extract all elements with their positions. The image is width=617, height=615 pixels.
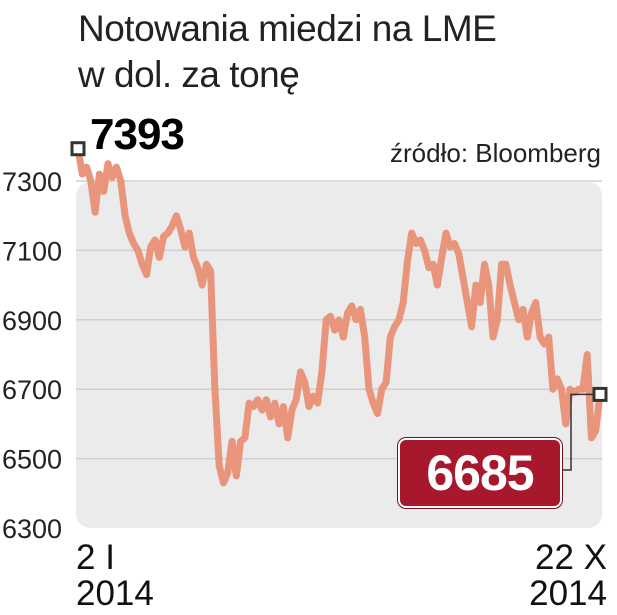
x-start-label-line-2: 2014 (76, 574, 154, 613)
start-marker (70, 141, 86, 157)
y-axis-ticks: 6300 6500 6700 6900 7100 7300 (2, 167, 62, 544)
x-start-label: 2 I 2014 (76, 540, 154, 612)
y-tick-label: 7100 (2, 236, 62, 266)
x-end-label: 22 X 2014 (529, 540, 607, 612)
title-line-2: w dol. za tonę (78, 54, 300, 95)
start-value-label: 7393 (90, 110, 185, 159)
x-start-label-line-1: 2 I (76, 538, 115, 577)
series-line (74, 145, 604, 487)
source-label: źródło: Bloomberg (390, 138, 601, 168)
title-line-1: Notowania miedzi na LME (78, 8, 497, 49)
end-value-label: 6685 (426, 445, 534, 501)
y-tick-label: 6700 (2, 375, 62, 405)
x-end-label-line-2: 2014 (529, 574, 607, 613)
end-value-badge: 6685 (400, 440, 560, 506)
y-tick-label: 6900 (2, 306, 62, 336)
y-tick-label: 6500 (2, 445, 62, 475)
end-marker (592, 386, 608, 402)
y-tick-label: 7300 (2, 167, 62, 197)
chart-title: Notowania miedzi na LME w dol. za tonę (78, 6, 497, 98)
y-tick-label: 6300 (2, 514, 62, 544)
x-end-label-line-1: 22 X (535, 538, 607, 577)
end-connector (560, 393, 600, 471)
